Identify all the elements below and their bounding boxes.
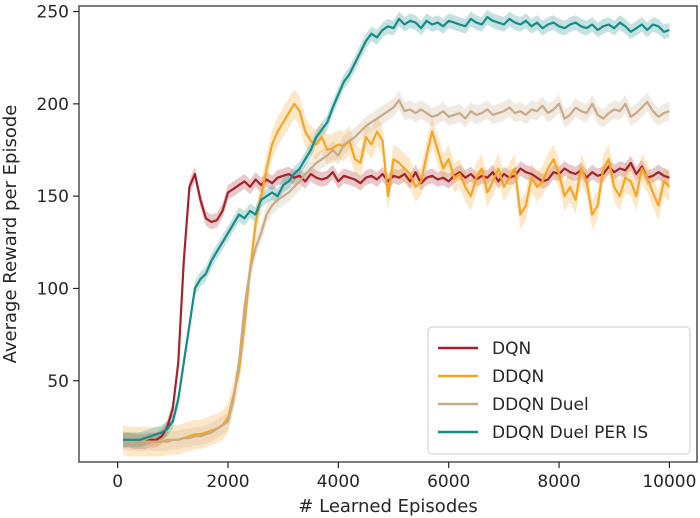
y-tick-label: 50 bbox=[47, 372, 69, 392]
x-axis-ticks: 0 2000 4000 6000 8000 10000 bbox=[112, 462, 696, 492]
x-tick-label: 4000 bbox=[317, 472, 360, 492]
x-tick-label: 6000 bbox=[427, 472, 470, 492]
legend: DQN DDQN DDQN Duel DDQN Duel PER IS bbox=[427, 326, 691, 455]
y-axis-ticks: 50 100 150 200 250 bbox=[37, 3, 79, 392]
legend-label: DDQN Duel bbox=[492, 395, 589, 415]
legend-label: DDQN Duel PER IS bbox=[492, 423, 648, 443]
plot-frame bbox=[78, 5, 698, 463]
x-tick-label: 2000 bbox=[206, 472, 249, 492]
x-tick-label: 10000 bbox=[642, 472, 696, 492]
y-tick-label: 100 bbox=[37, 279, 69, 299]
line-series-2 bbox=[122, 99, 670, 443]
x-tick-label: 0 bbox=[112, 472, 123, 492]
line-series-3 bbox=[123, 16, 670, 441]
x-axis-label: # Learned Episodes bbox=[298, 496, 477, 517]
y-tick-label: 200 bbox=[37, 95, 69, 115]
y-tick-label: 150 bbox=[37, 187, 69, 207]
legend-label: DQN bbox=[492, 339, 531, 359]
legend-label: DDQN bbox=[492, 367, 544, 387]
y-axis-label: Average Reward per Episode bbox=[0, 105, 21, 364]
line-series-0 bbox=[123, 161, 670, 443]
x-tick-label: 8000 bbox=[537, 472, 580, 492]
legend-box bbox=[427, 326, 691, 455]
y-tick-label: 250 bbox=[37, 3, 69, 23]
series-lines bbox=[122, 16, 671, 443]
